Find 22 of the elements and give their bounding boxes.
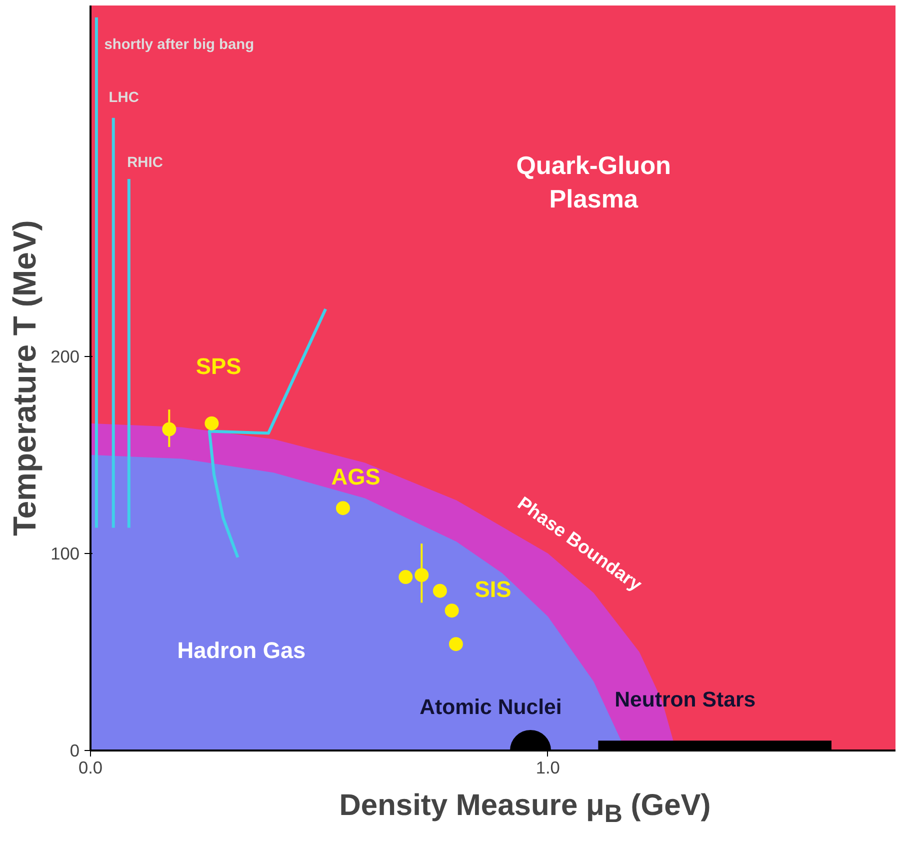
y-tick-label: 100 [50, 543, 80, 564]
point [204, 416, 219, 430]
annotation: Atomic Nuclei [420, 695, 562, 720]
annotation: SPS [196, 353, 242, 380]
y-axis-title: Temperature T (MeV) [6, 220, 43, 536]
annotation: SIS [474, 576, 512, 602]
point [448, 637, 463, 652]
point [444, 604, 459, 618]
point [398, 570, 413, 584]
annotation: AGS [331, 464, 380, 490]
x-axis-title: Density Measure μ$_{B}$ (GeV) [339, 788, 711, 830]
point [336, 501, 350, 516]
annotation: Quark-Gluon Plasma [516, 152, 672, 214]
annotation: Hadron Gas [177, 636, 306, 663]
x-tick-label: 1.0 [536, 758, 560, 778]
x-tick-label: 0.0 [78, 758, 103, 778]
annotation: shortly after big bang [104, 36, 254, 53]
annotation: LHC [108, 90, 140, 106]
y-tick-label: 200 [50, 346, 80, 366]
annotation: RHIC [127, 155, 164, 172]
point [432, 584, 447, 598]
y-tick-label: 0 [70, 740, 80, 760]
